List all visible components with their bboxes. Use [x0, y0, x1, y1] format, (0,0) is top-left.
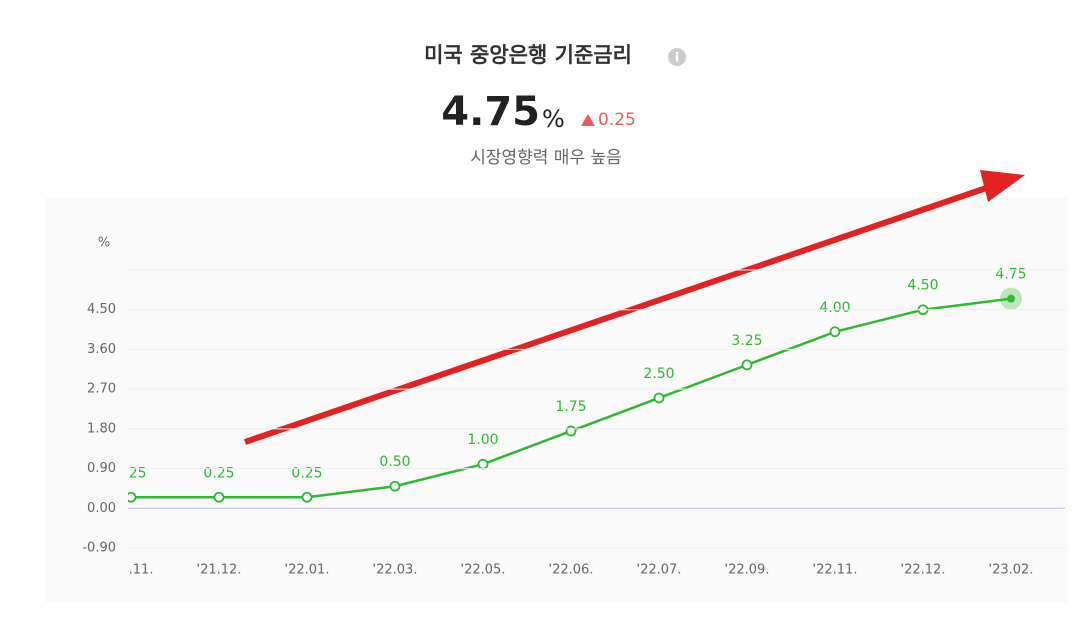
x-tick-label: '21.11.	[109, 563, 154, 578]
trend-arrow	[244, 170, 1025, 445]
trend-arrow-shaft	[244, 182, 996, 445]
point	[477, 458, 489, 470]
point	[213, 491, 225, 503]
x-tick-label: '23.02.	[989, 563, 1034, 578]
x-tick-label: '22.01.	[285, 563, 330, 578]
point	[829, 326, 841, 338]
chart-title: 미국 중앙은행 기준금리	[424, 43, 632, 67]
value-label: 4.50	[907, 278, 938, 294]
x-tick-label: '22.07.	[637, 563, 682, 578]
chart-panel	[45, 198, 1068, 602]
point	[1007, 294, 1015, 303]
point	[301, 491, 313, 503]
y-tick-label: 0.00	[87, 501, 116, 516]
value-label: 3.25	[731, 333, 762, 349]
value-label: 2.50	[643, 366, 674, 382]
y-tick-label: -0.90	[82, 541, 116, 556]
value-label: 0.25	[203, 465, 234, 481]
value-label: 0.25	[115, 465, 146, 481]
y-axis-label: %	[98, 236, 110, 251]
trend-arrow-head	[980, 170, 1025, 202]
y-tick-label: 4.50	[87, 302, 116, 317]
current-unit: %	[542, 105, 565, 133]
y-tick-label: 3.60	[87, 342, 116, 357]
point	[128, 491, 137, 503]
value-label: 0.25	[291, 465, 322, 481]
x-tick-label: '22.03.	[373, 563, 418, 578]
change-arrow	[581, 114, 595, 126]
value-label: 0.50	[379, 454, 410, 470]
change-value: 0.25	[598, 110, 636, 130]
chart-subtitle: 시장영향력 매우 높음	[470, 148, 622, 168]
point	[565, 425, 577, 437]
x-tick-label: '22.06.	[549, 563, 594, 578]
x-tick-label: '21.12.	[197, 563, 242, 578]
point	[653, 392, 665, 404]
y-tick-label: 1.80	[87, 421, 116, 436]
value-label: 1.00	[467, 432, 498, 448]
x-tick-label: '22.05.	[461, 563, 506, 578]
point	[389, 480, 401, 492]
point	[741, 359, 753, 371]
y-tick-label: 0.90	[87, 461, 116, 476]
y-tick-label: 2.70	[87, 382, 116, 397]
value-label: 1.75	[555, 399, 586, 415]
value-label: 4.00	[819, 300, 850, 316]
x-tick-label: '22.12.	[901, 563, 946, 578]
current-value: 4.75	[441, 89, 540, 135]
x-tick-label: '22.11.	[813, 563, 858, 578]
value-label: 4.75	[995, 267, 1026, 283]
info-icon-glyph: i	[675, 51, 679, 65]
info-icon[interactable]	[668, 48, 686, 66]
x-tick-label: '22.09.	[725, 563, 770, 578]
plot-area: '21.11. '21.12. '22.01. '22.03. '22.05. '22.0…	[109, 267, 1034, 578]
